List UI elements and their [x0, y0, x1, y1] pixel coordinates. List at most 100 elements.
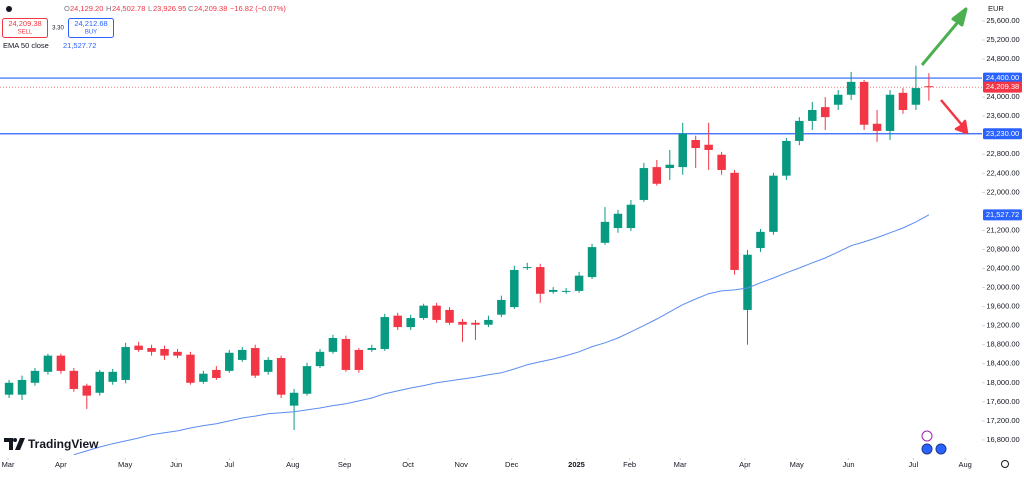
hline-tag-label: 24,400.00 — [986, 73, 1019, 82]
low-key: L — [148, 4, 152, 13]
x-tick-label: Aug — [286, 460, 299, 469]
candle-body — [587, 247, 597, 278]
x-tick-label: Aug — [958, 460, 971, 469]
close-value: 24,209.38 — [194, 4, 227, 13]
sell-label: SELL — [18, 30, 33, 36]
event-icon[interactable] — [935, 443, 947, 455]
event-icon[interactable] — [921, 430, 933, 442]
candle-body — [238, 349, 247, 360]
candle-body — [756, 231, 765, 249]
candle-body — [911, 88, 921, 105]
candle-body — [289, 392, 299, 406]
buy-button[interactable] — [68, 18, 114, 38]
ema-tag — [983, 209, 1022, 221]
y-tick-label: 20,000.00 — [986, 283, 1019, 292]
candle-body — [43, 355, 53, 372]
high-key: H — [106, 4, 111, 13]
y-tick-label: 22,000.00 — [986, 187, 1019, 196]
x-tick-label: Jun — [843, 460, 855, 469]
last-price-tag — [983, 81, 1022, 93]
y-tick-label: 24,000.00 — [986, 92, 1019, 101]
candle-body — [600, 221, 610, 243]
candle-body — [4, 382, 14, 395]
buy-label: BUY — [85, 30, 97, 36]
x-tick-label: Jul — [909, 460, 919, 469]
candle-body — [471, 322, 480, 325]
settings-icon[interactable] — [1001, 460, 1009, 468]
candle-body — [782, 140, 791, 176]
candle-body — [263, 359, 273, 372]
candle-body — [30, 370, 40, 383]
candle-body — [406, 318, 415, 328]
candle-body — [833, 94, 843, 105]
candle-body — [652, 167, 662, 184]
y-tick-label: 20,800.00 — [986, 244, 1019, 253]
low-value: 23,926.95 — [153, 4, 186, 13]
x-tick-label: Jun — [170, 460, 182, 469]
hline-tag — [983, 72, 1022, 84]
y-tick-label: 20,400.00 — [986, 263, 1019, 272]
candle-body — [225, 352, 234, 371]
candle-body — [704, 144, 713, 150]
ema-tag-label: 21,527.72 — [986, 210, 1019, 219]
last-price-tag-label: 24,209.38 — [986, 82, 1019, 91]
y-tick-label: 24,800.00 — [986, 54, 1019, 63]
y-tick-label: 22,400.00 — [986, 168, 1019, 177]
candle-body — [134, 345, 143, 350]
candle-body — [173, 351, 182, 356]
candle-body — [328, 338, 338, 352]
candle-body — [160, 348, 169, 356]
down-arrow — [940, 99, 969, 135]
change: −16.82 (−0.07%) — [230, 4, 286, 13]
currency: EUR — [988, 4, 1004, 13]
candle-body — [730, 172, 739, 270]
menu-icon[interactable] — [6, 6, 12, 12]
y-tick-label: 21,200.00 — [986, 225, 1019, 234]
hline-tag-label: 23,230.00 — [986, 129, 1019, 138]
candle-body — [69, 370, 79, 389]
candle-body — [898, 92, 908, 110]
y-tick-label: 18,000.00 — [986, 378, 1019, 387]
candle-body — [354, 349, 364, 370]
candle-body — [315, 351, 325, 367]
event-icon[interactable] — [921, 443, 933, 455]
candle-body — [510, 269, 519, 308]
y-tick-label: 25,600.00 — [986, 16, 1019, 25]
sell-button[interactable] — [2, 18, 48, 38]
close-key: C — [188, 4, 194, 13]
candle-body — [302, 366, 312, 394]
y-tick-label: 17,200.00 — [986, 416, 1019, 425]
candle-body — [121, 347, 130, 380]
x-tick-label: Oct — [402, 460, 415, 469]
candle-body — [574, 275, 584, 291]
ema-line — [73, 214, 930, 456]
x-tick-label: May — [118, 460, 132, 469]
plot: 25,600.00 25,200.00 24,800.00 24,000.00 23,6… — [0, 16, 1020, 469]
y-tick-label: 19,200.00 — [986, 321, 1019, 330]
candle-body — [17, 379, 27, 395]
candle-body — [393, 315, 402, 328]
indicator-name: EMA 50 close — [3, 41, 49, 50]
candle-body — [924, 86, 934, 88]
x-tick-label: 2025 — [568, 460, 585, 469]
candle-body — [186, 354, 195, 383]
candle-body — [613, 213, 623, 229]
candle-body — [769, 175, 778, 232]
candle-body — [639, 168, 649, 200]
y-tick-label: 17,600.00 — [986, 397, 1019, 406]
candle-body — [147, 348, 156, 352]
y-tick-label: 23,600.00 — [986, 111, 1019, 120]
candle-body — [82, 385, 92, 396]
candle-body — [276, 358, 286, 395]
candle-body — [419, 305, 428, 319]
high-value: 24,502.78 — [112, 4, 145, 13]
candle-body — [212, 369, 221, 379]
x-tick-label: Dec — [505, 460, 519, 469]
x-tick-label: Mar — [674, 460, 687, 469]
candle-body — [665, 164, 675, 169]
candle-body — [795, 120, 804, 141]
spread: 3.30 — [52, 26, 64, 32]
candle-body — [432, 305, 441, 320]
open-value: 24,129.20 — [70, 4, 103, 13]
